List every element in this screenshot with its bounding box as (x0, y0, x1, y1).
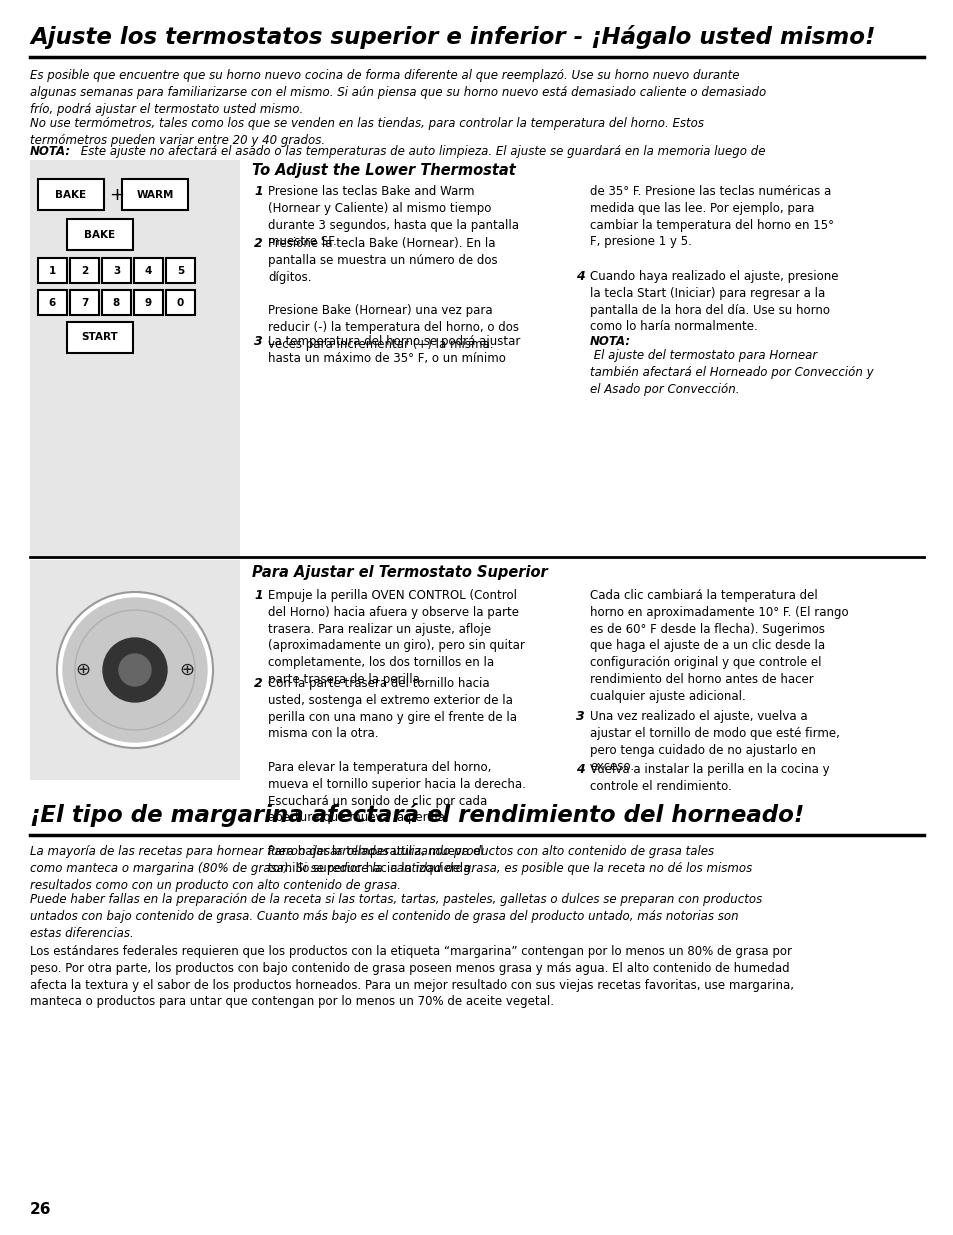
Text: To Adjust the Lower Thermostat: To Adjust the Lower Thermostat (252, 163, 516, 178)
Text: 6: 6 (49, 298, 56, 308)
Text: Puede haber fallas en la preparación de la receta si las tortas, tartas, pastele: Puede haber fallas en la preparación de … (30, 893, 761, 940)
Text: 2: 2 (253, 237, 262, 249)
FancyBboxPatch shape (70, 290, 99, 315)
Text: Presione la tecla Bake (Hornear). En la
pantalla se muestra un número de dos
díg: Presione la tecla Bake (Hornear). En la … (268, 237, 518, 351)
Text: Presione las teclas Bake and Warm
(Hornear y Caliente) al mismo tiempo
durante 3: Presione las teclas Bake and Warm (Horne… (268, 185, 518, 248)
Text: Empuje la perilla OVEN CONTROL (Control
del Horno) hacia afuera y observe la par: Empuje la perilla OVEN CONTROL (Control … (268, 589, 524, 685)
Text: 7: 7 (81, 298, 88, 308)
FancyBboxPatch shape (70, 258, 99, 283)
Text: 1: 1 (49, 266, 56, 275)
Text: El ajuste del termostato para Hornear
también afectará el Horneado por Convecció: El ajuste del termostato para Hornear ta… (589, 350, 873, 395)
FancyBboxPatch shape (38, 258, 67, 283)
Text: 2: 2 (81, 266, 88, 275)
Text: START: START (82, 332, 118, 342)
Circle shape (57, 592, 213, 748)
Text: 26: 26 (30, 1202, 51, 1216)
FancyBboxPatch shape (67, 322, 132, 353)
Text: 0: 0 (176, 298, 184, 308)
Text: La mayoría de las recetas para hornear fueron desarrolladas utilizando productos: La mayoría de las recetas para hornear f… (30, 845, 752, 892)
Text: ⊕: ⊕ (75, 661, 91, 679)
FancyBboxPatch shape (67, 219, 132, 249)
Text: 9: 9 (145, 298, 152, 308)
Text: 3: 3 (112, 266, 120, 275)
Text: 3: 3 (576, 710, 584, 722)
Text: ⊕: ⊕ (179, 661, 194, 679)
Text: 1: 1 (253, 589, 262, 601)
Text: Vuelva a instalar la perilla en la cocina y
controle el rendimiento.: Vuelva a instalar la perilla en la cocin… (589, 763, 829, 793)
Circle shape (103, 638, 167, 701)
FancyBboxPatch shape (38, 179, 104, 210)
FancyBboxPatch shape (30, 559, 240, 781)
Circle shape (63, 598, 207, 742)
Text: Una vez realizado el ajuste, vuelva a
ajustar el tornillo de modo que esté firme: Una vez realizado el ajuste, vuelva a aj… (589, 710, 839, 773)
Text: Con la parte trasera del tornillo hacia
usted, sostenga el extremo exterior de l: Con la parte trasera del tornillo hacia … (268, 677, 525, 874)
Text: No use termómetros, tales como los que se venden en las tiendas, para controlar : No use termómetros, tales como los que s… (30, 117, 703, 147)
Text: Este ajuste no afectará el asado o las temperaturas de auto limpieza. El ajuste : Este ajuste no afectará el asado o las t… (77, 144, 764, 158)
FancyBboxPatch shape (102, 258, 131, 283)
Text: Ajuste los termostatos superior e inferior - ¡Hágalo usted mismo!: Ajuste los termostatos superior e inferi… (30, 25, 875, 49)
FancyBboxPatch shape (102, 290, 131, 315)
Text: 2: 2 (253, 677, 262, 690)
FancyBboxPatch shape (122, 179, 188, 210)
FancyBboxPatch shape (133, 290, 163, 315)
Text: NOTA:: NOTA: (30, 144, 71, 158)
Text: 5: 5 (176, 266, 184, 275)
Text: Los estándares federales requieren que los productos con la etiqueta “margarina”: Los estándares federales requieren que l… (30, 945, 793, 1009)
Text: 4: 4 (145, 266, 152, 275)
Text: BAKE: BAKE (55, 189, 87, 200)
Text: WARM: WARM (136, 189, 173, 200)
Text: 1: 1 (253, 185, 262, 198)
Text: La temperatura del horno se podrá ajustar
hasta un máximo de 35° F, o un mínimo: La temperatura del horno se podrá ajusta… (268, 335, 519, 364)
Circle shape (119, 655, 151, 685)
Text: Cuando haya realizado el ajuste, presione
la tecla Start (Iniciar) para regresar: Cuando haya realizado el ajuste, presion… (589, 270, 838, 333)
Text: BAKE: BAKE (85, 230, 115, 240)
FancyBboxPatch shape (166, 258, 194, 283)
Text: Cada clic cambiará la temperatura del
horno en aproximadamente 10° F. (El rango
: Cada clic cambiará la temperatura del ho… (589, 589, 848, 703)
Text: de 35° F. Presione las teclas numéricas a
medida que las lee. Por ejemplo, para
: de 35° F. Presione las teclas numéricas … (589, 185, 833, 248)
Text: 4: 4 (576, 763, 584, 776)
Text: ¡El tipo de margarina afectará el rendimiento del horneado!: ¡El tipo de margarina afectará el rendim… (30, 803, 803, 827)
Text: 8: 8 (112, 298, 120, 308)
Text: NOTA:: NOTA: (589, 335, 631, 348)
FancyBboxPatch shape (38, 290, 67, 315)
FancyBboxPatch shape (30, 161, 240, 559)
FancyBboxPatch shape (133, 258, 163, 283)
Text: +: + (109, 185, 124, 204)
FancyBboxPatch shape (166, 290, 194, 315)
Text: Es posible que encuentre que su horno nuevo cocina de forma diferente al que ree: Es posible que encuentre que su horno nu… (30, 69, 765, 116)
Text: Para Ajustar el Termostato Superior: Para Ajustar el Termostato Superior (252, 564, 547, 580)
Text: 3: 3 (253, 335, 262, 348)
Text: 4: 4 (576, 270, 584, 283)
